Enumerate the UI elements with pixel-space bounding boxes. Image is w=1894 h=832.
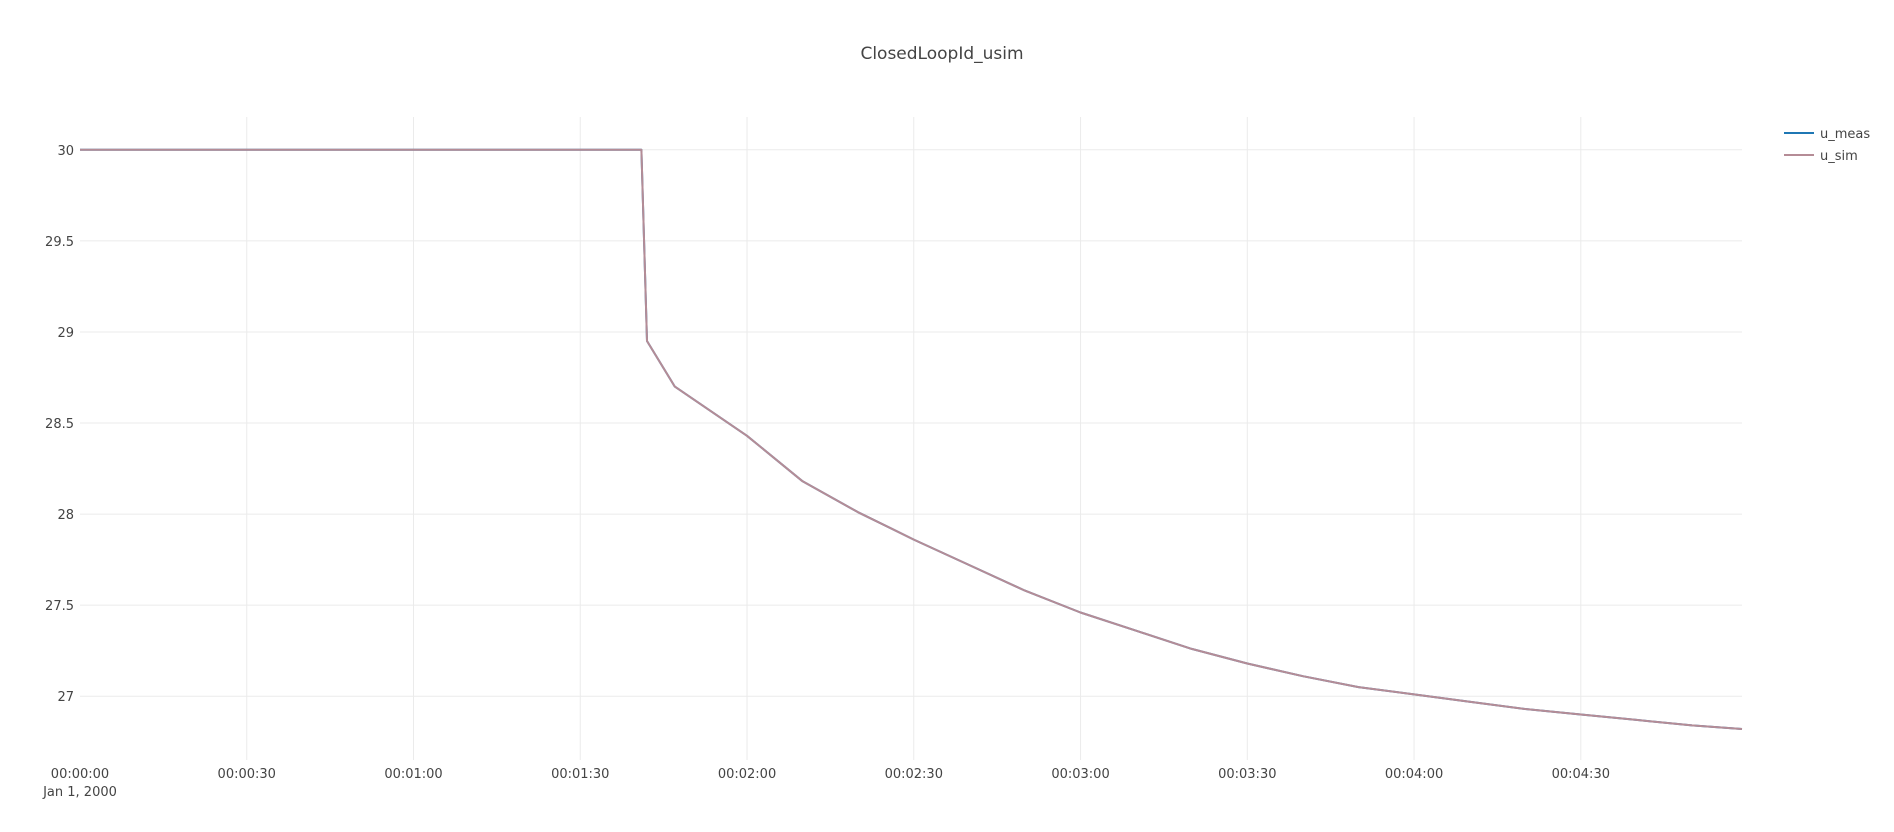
chart-title: ClosedLoopId_usim	[860, 44, 1023, 64]
x-tick-label: 00:04:00	[1385, 767, 1443, 782]
x-tick-label: 00:01:30	[551, 767, 609, 782]
legend-item-u-sim[interactable]: u_sim	[1784, 149, 1858, 164]
x-tick-label: 00:02:30	[885, 767, 943, 782]
y-axis-ticks: 30 29.5 29 28.5 28 27.5 27	[45, 144, 74, 705]
x-tick-label: 00:02:00	[718, 767, 776, 782]
x-axis-ticks: 00:00:00 00:00:30 00:01:00 00:01:30 00:02:00…	[51, 767, 1610, 782]
y-tick-label: 27	[57, 690, 74, 705]
grid	[80, 117, 1742, 760]
y-tick-label: 30	[57, 144, 74, 159]
y-tick-label: 29.5	[45, 235, 74, 250]
legend-label-u-sim: u_sim	[1820, 149, 1858, 164]
series-lines	[80, 148, 1743, 730]
series-line-u-meas	[80, 148, 1743, 730]
x-tick-label: 00:04:30	[1552, 767, 1610, 782]
x-tick-label: 00:00:00	[51, 767, 109, 782]
x-axis-date-label: Jan 1, 2000	[42, 785, 117, 800]
x-tick-label: 00:03:30	[1218, 767, 1276, 782]
y-tick-label: 28	[57, 508, 74, 523]
y-tick-label: 29	[57, 326, 74, 341]
y-tick-label: 28.5	[45, 417, 74, 432]
legend-label-u-meas: u_meas	[1820, 127, 1870, 142]
x-tick-label: 00:01:00	[384, 767, 442, 782]
x-tick-label: 00:00:30	[218, 767, 276, 782]
series-line-u-sim	[80, 148, 1743, 730]
legend[interactable]: u_meas u_sim	[1784, 127, 1870, 164]
x-tick-label: 00:03:00	[1051, 767, 1109, 782]
y-tick-label: 27.5	[45, 599, 74, 614]
legend-item-u-meas[interactable]: u_meas	[1784, 127, 1870, 142]
